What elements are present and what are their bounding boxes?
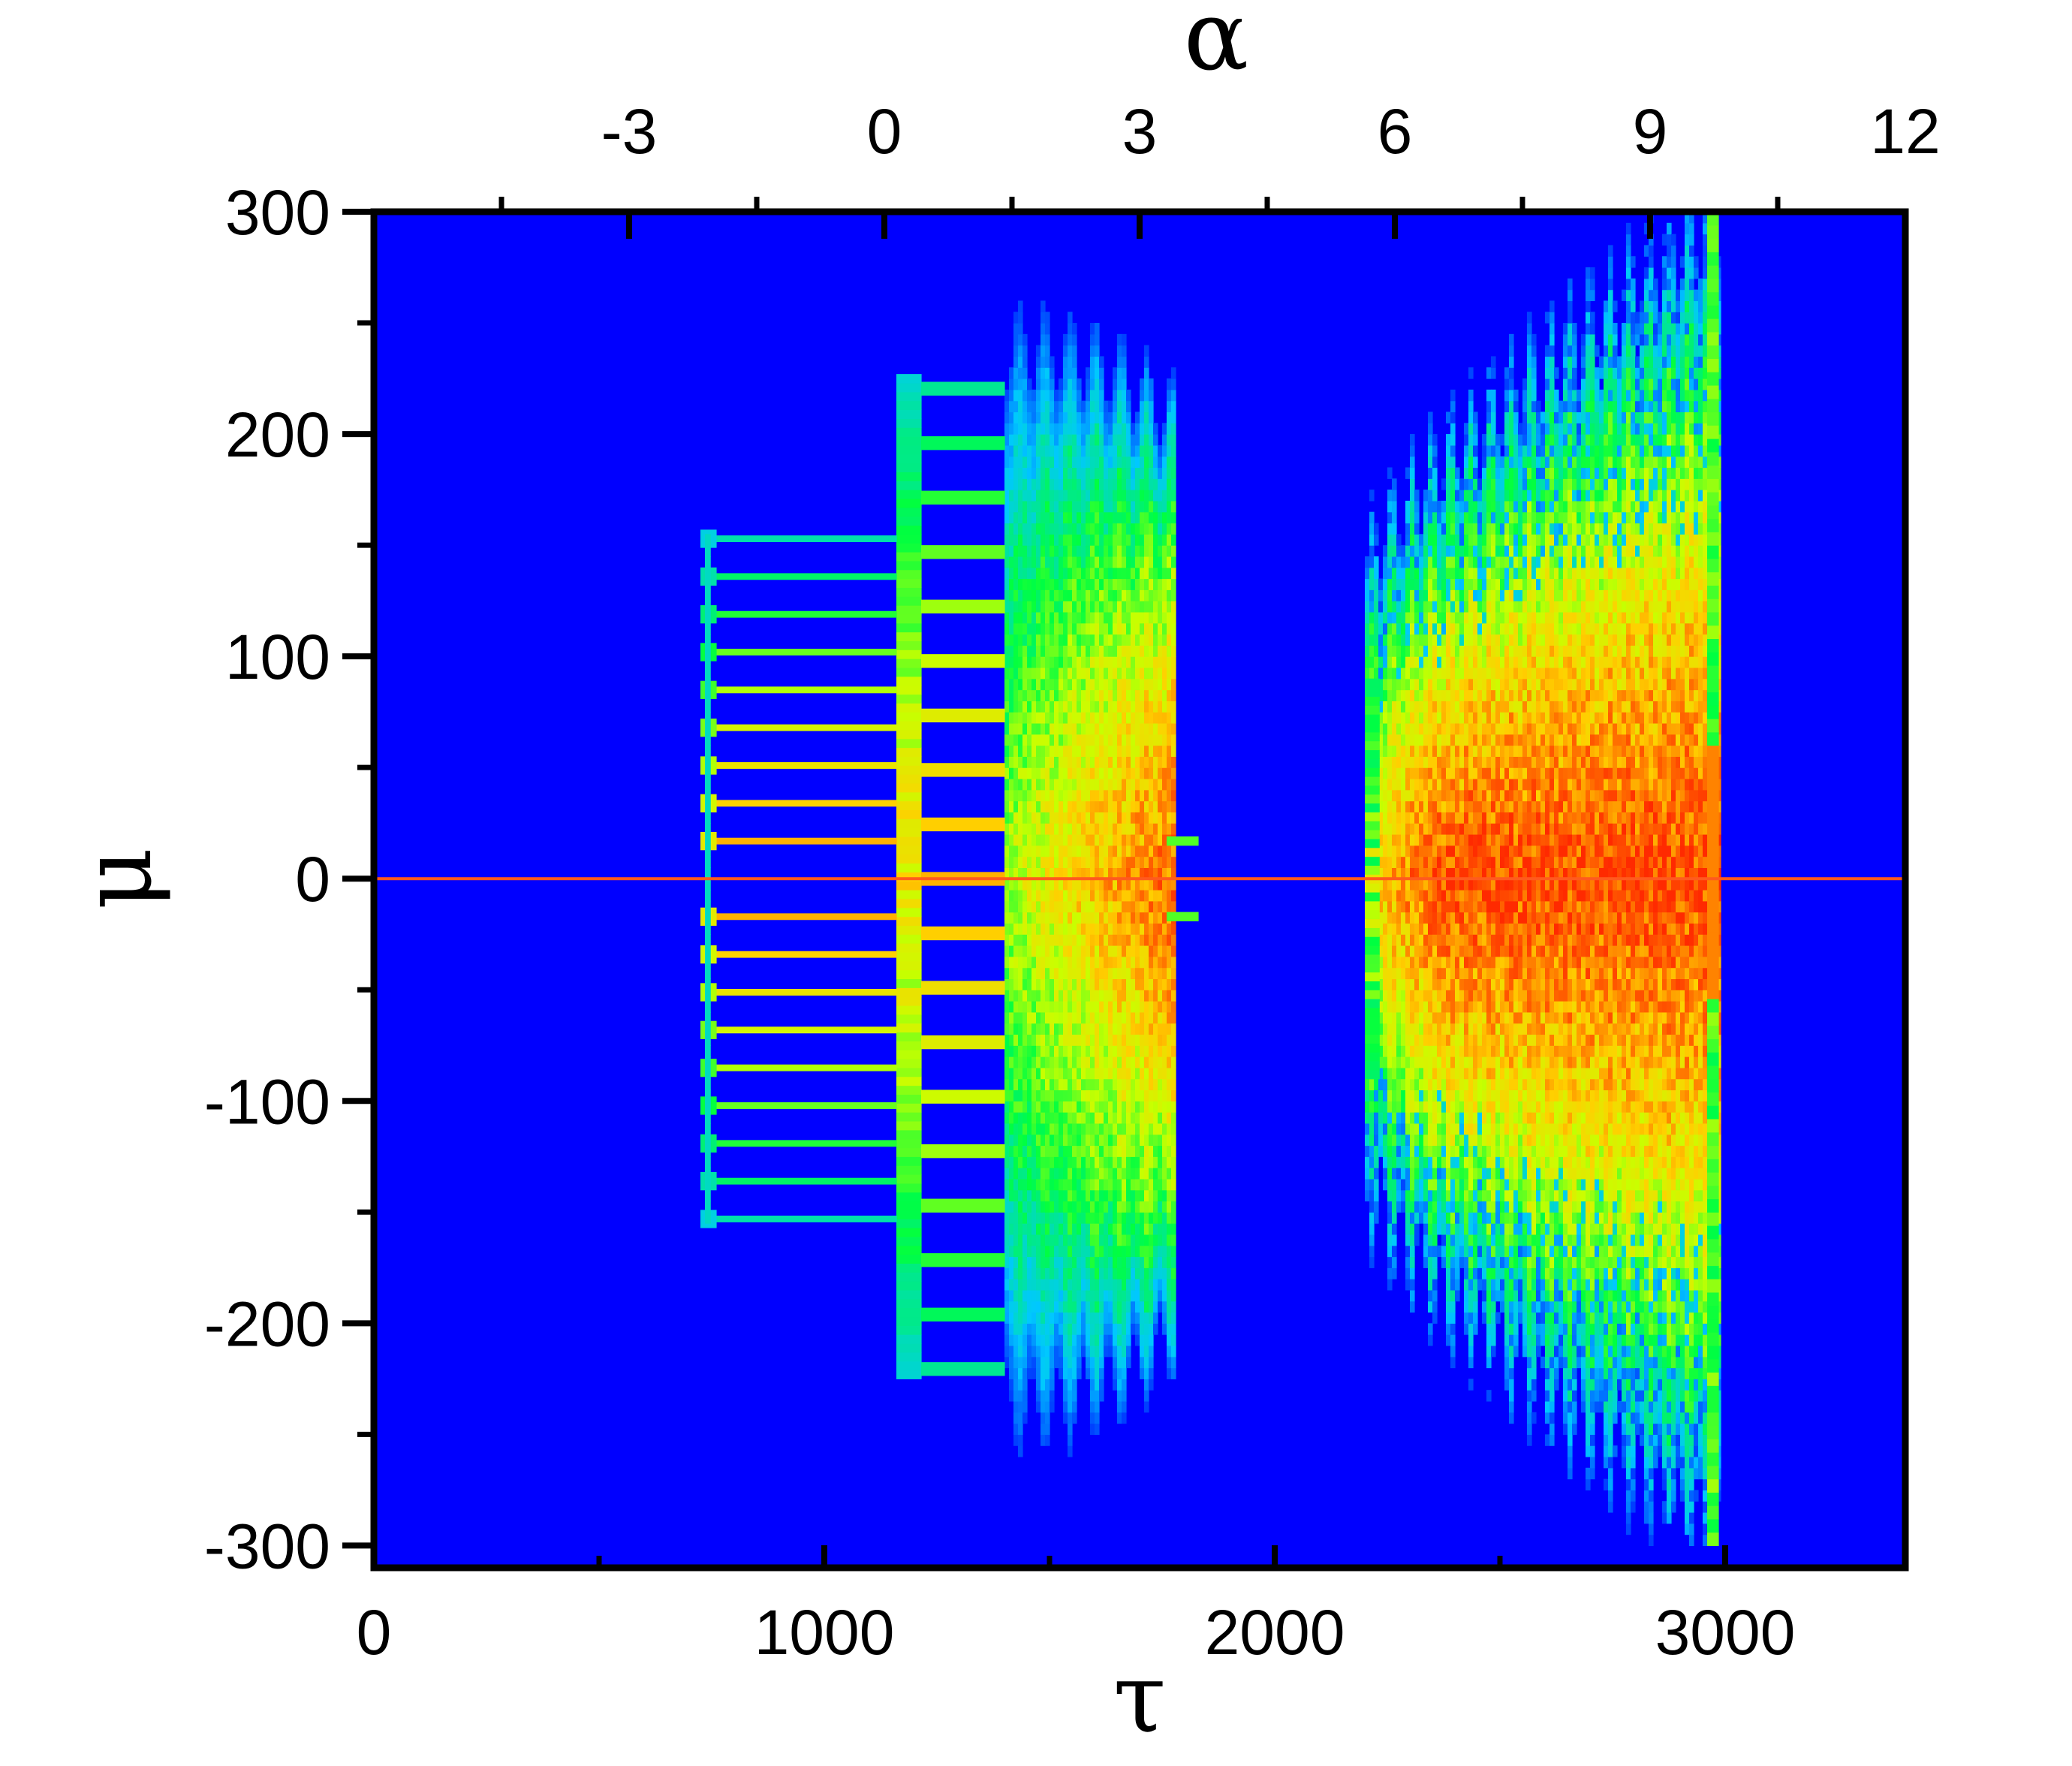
x-axis-top: -3 0 3 6 9 12 bbox=[498, 96, 1941, 239]
x-tick-label: 2000 bbox=[1205, 1597, 1345, 1668]
heatmap-layer bbox=[700, 212, 1721, 1546]
x-axis-bottom: 0 1000 2000 3000 bbox=[357, 1545, 1796, 1668]
y-tick-label: -300 bbox=[204, 1511, 330, 1581]
x2-tick-label: 6 bbox=[1378, 96, 1413, 167]
y-tick-label: 100 bbox=[225, 622, 330, 692]
x2-tick-label: 12 bbox=[1870, 96, 1940, 167]
x2-tick-label: 3 bbox=[1122, 96, 1158, 167]
y-tick-label: 200 bbox=[225, 399, 330, 470]
y-tick-label: -200 bbox=[204, 1288, 330, 1359]
x-tick-label: 1000 bbox=[754, 1597, 895, 1668]
x2-tick-label: 9 bbox=[1633, 96, 1668, 167]
y-tick-label: 0 bbox=[295, 844, 330, 915]
top-axis-title: α bbox=[1184, 0, 1248, 92]
x-axis-title: τ bbox=[1113, 1643, 1167, 1755]
y-tick-label: 300 bbox=[225, 177, 330, 248]
y-tick-label: -100 bbox=[204, 1066, 330, 1137]
x2-tick-label: -3 bbox=[601, 96, 658, 167]
y-axis-title: μ bbox=[62, 848, 173, 910]
y-axis-left: -300 -200 -100 0 100 200 300 bbox=[204, 177, 374, 1581]
x2-tick-label: 0 bbox=[867, 96, 902, 167]
x-tick-label: 3000 bbox=[1655, 1597, 1796, 1668]
x-tick-label: 0 bbox=[357, 1597, 392, 1668]
